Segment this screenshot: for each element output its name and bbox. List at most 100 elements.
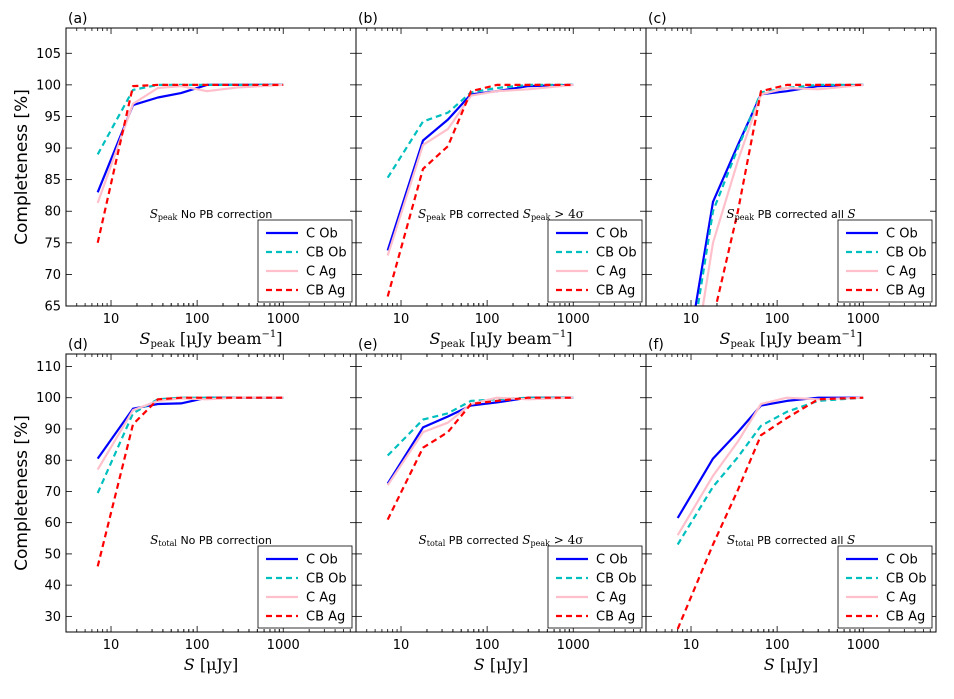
x-axis-label: S [μJy]: [474, 655, 528, 674]
series-c-ob-line: [694, 83, 864, 306]
legend-entry: C Ag: [596, 591, 626, 606]
x-tick-label: 1000: [267, 312, 300, 327]
series-cb-ag-line: [386, 396, 574, 521]
panel-c: 10 100 1000 (c) Speak PB corrected all S Spea…: [645, 11, 937, 350]
series-c-ag-line: [676, 396, 864, 536]
series-cb-ob-line: [96, 396, 284, 494]
legend-entry: CB Ag: [596, 610, 635, 625]
panel-annotation: Stotal PB corrected Speak > 4σ: [419, 533, 584, 548]
series-c-ag-line: [386, 396, 574, 486]
axes-frame: [645, 27, 937, 307]
panel-label: (c): [648, 11, 667, 27]
panel-label: (a): [68, 11, 88, 27]
legend-entry: C Ob: [306, 227, 338, 242]
x-tick-label: 100: [765, 312, 790, 327]
legend-entry: C Ob: [886, 553, 918, 568]
x-axis-label: S [μJy]: [184, 655, 238, 674]
y-tick-label: 110: [36, 360, 61, 375]
legend-entry: C Ag: [306, 591, 336, 606]
legend-entry: CB Ob: [886, 246, 927, 261]
panel-a: 10 100 1000 65 70 75 80 85 90 95 100 105 (a) Speak No…: [36, 11, 357, 350]
axes-frame: [645, 353, 937, 633]
x-tick-label: 10: [393, 312, 410, 327]
series-c-ob-line: [386, 83, 574, 251]
panel-annotation: Stotal PB corrected all S: [727, 533, 855, 548]
panel-annotation: Speak PB corrected Speak > 4σ: [418, 207, 584, 222]
y-tick-label: 85: [44, 173, 61, 188]
legend: C Ob CB Ob C Ag CB Ag: [547, 219, 643, 303]
legend-entry: CB Ag: [886, 284, 925, 299]
x-tick-label: 1000: [847, 638, 880, 653]
legend-entry: C Ag: [306, 265, 336, 280]
y-tick-label: 40: [44, 579, 61, 594]
panel-d: 10 100 1000 30 40 50 60 70 80 90 100 110 (d) Stotal N…: [36, 337, 357, 674]
legend-entry: CB Ob: [596, 572, 637, 587]
series-cb-ob-line: [696, 83, 864, 306]
legend-entry: CB Ag: [596, 284, 635, 299]
x-tick-label: 1000: [847, 312, 880, 327]
panel-f: 10 100 1000 (f) Stotal PB corrected all S S […: [645, 337, 937, 674]
legend: C Ob CB Ob C Ag CB Ag: [257, 219, 353, 303]
x-tick-label: 10: [393, 638, 410, 653]
legend-entry: CB Ag: [306, 284, 345, 299]
series-cb-ag-line: [386, 83, 574, 297]
x-axis-label: S [μJy]: [764, 655, 818, 674]
series-c-ag-line: [96, 83, 284, 204]
panel-label: (f): [648, 337, 664, 353]
panel-annotation: Speak PB corrected all S: [726, 207, 855, 222]
y-tick-label: 95: [44, 110, 61, 125]
y-tick-label: 90: [44, 422, 61, 437]
legend-entry: CB Ob: [596, 246, 637, 261]
x-tick-label: 1000: [557, 312, 590, 327]
legend-entry: CB Ob: [306, 572, 347, 587]
panel-label: (e): [358, 337, 378, 353]
x-tick-label: 1000: [557, 638, 590, 653]
y-tick-label: 80: [44, 205, 61, 220]
x-tick-label: 10: [683, 638, 700, 653]
x-axis-label: Speak [μJy beam−1]: [430, 329, 573, 350]
series-c-ag-line: [386, 83, 574, 256]
legend: C Ob CB Ob C Ag CB Ag: [257, 545, 353, 629]
legend-entry: C Ob: [596, 227, 628, 242]
panel-label: (b): [358, 11, 378, 27]
legend-entry: C Ob: [596, 553, 628, 568]
legend: C Ob CB Ob C Ag CB Ag: [547, 545, 643, 629]
x-axis-label: Speak [μJy beam−1]: [720, 329, 863, 350]
y-tick-label: 75: [44, 236, 61, 251]
y-tick-label: 65: [44, 300, 61, 315]
legend: C Ob CB Ob C Ag CB Ag: [837, 219, 933, 303]
y-tick-label: 30: [44, 610, 61, 625]
panel-e: 10 100 1000 (e) Stotal PB corrected Speak > …: [355, 337, 647, 674]
series-cb-ob-line: [676, 396, 864, 546]
x-tick-label: 100: [475, 312, 500, 327]
legend-entry: CB Ag: [886, 610, 925, 625]
x-tick-label: 10: [103, 312, 120, 327]
y-tick-label: 80: [44, 454, 61, 469]
x-axis-label: Speak [μJy beam−1]: [140, 329, 283, 350]
panel-annotation: Speak No PB correction: [150, 207, 273, 222]
legend: C Ob CB Ob C Ag CB Ag: [837, 545, 933, 629]
panel-b: 10 100 1000 (b) Speak PB corrected Speak > 4…: [355, 11, 647, 350]
legend-entry: C Ag: [886, 265, 916, 280]
legend-entry: C Ag: [596, 265, 626, 280]
x-tick-label: 10: [683, 312, 700, 327]
panel-label: (d): [68, 337, 88, 353]
legend-entry: CB Ob: [306, 246, 347, 261]
y-tick-label: 50: [44, 547, 61, 562]
x-tick-label: 100: [475, 638, 500, 653]
series-c-ob-line: [96, 83, 284, 193]
y-tick-label: 100: [36, 78, 61, 93]
y-tick-label: 105: [36, 47, 61, 62]
series-c-ag-line: [701, 83, 864, 306]
y-tick-label: 100: [36, 391, 61, 406]
y-tick-label: 90: [44, 142, 61, 157]
series-cb-ag-line: [714, 83, 864, 306]
y-tick-label: 70: [44, 268, 61, 283]
series-cb-ob-line: [96, 83, 284, 155]
y-tick-label: 60: [44, 516, 61, 531]
series-cb-ob-line: [386, 396, 574, 457]
x-tick-label: 1000: [267, 638, 300, 653]
legend-entry: C Ob: [306, 553, 338, 568]
legend-entry: C Ag: [886, 591, 916, 606]
